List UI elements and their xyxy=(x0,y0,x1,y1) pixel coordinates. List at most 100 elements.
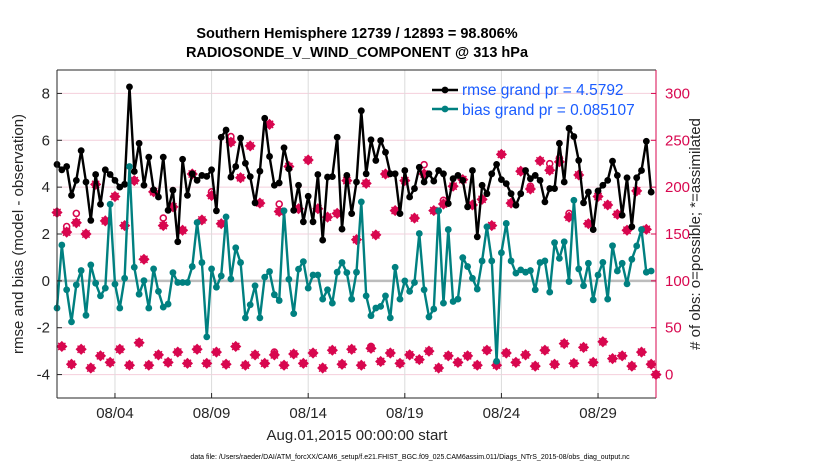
bias-point xyxy=(531,286,539,294)
rmse-point xyxy=(638,167,645,174)
bias-point xyxy=(126,163,133,170)
obs-assimilated-marker xyxy=(408,212,421,224)
bias-point xyxy=(469,274,476,282)
bias-point xyxy=(232,244,240,252)
bias-point xyxy=(299,258,307,266)
rmse-point xyxy=(425,170,433,178)
obs-assimilated-marker xyxy=(413,353,425,366)
rmse-point xyxy=(527,175,534,183)
bias-point xyxy=(116,304,124,312)
obs-assimilated-marker xyxy=(452,356,464,368)
bias-point xyxy=(473,285,481,293)
rmse-point xyxy=(628,223,636,231)
bias-point xyxy=(290,310,298,318)
obs-assimilated-marker xyxy=(568,357,580,369)
bias-point xyxy=(604,295,612,303)
obs-assimilated-marker xyxy=(481,344,493,356)
rmse-point xyxy=(295,181,302,189)
legend-bias-label: bias grand pr = 0.085107 xyxy=(462,102,635,119)
bias-point xyxy=(580,282,587,290)
rmse-point xyxy=(208,166,215,174)
obs-assimilated-marker xyxy=(152,349,165,361)
obs-assimilated-marker xyxy=(220,358,232,370)
obs-assimilated-marker xyxy=(539,344,551,356)
bias-point xyxy=(338,259,346,266)
bias-point xyxy=(599,258,607,266)
legend-rmse-marker xyxy=(441,86,449,94)
bias-point xyxy=(396,295,404,303)
y-tick-label-right: 100 xyxy=(665,273,690,290)
bias-point xyxy=(357,198,365,206)
obs-assimilated-marker xyxy=(616,350,628,362)
bias-point xyxy=(343,269,351,277)
obs-assimilated-marker xyxy=(263,118,276,130)
rmse-point xyxy=(531,172,539,179)
y-tick-label-right: 300 xyxy=(665,85,690,102)
x-tick-label: 08/04 xyxy=(96,405,134,422)
x-tick-label: 08/19 xyxy=(386,405,424,422)
bias-point xyxy=(527,267,534,274)
x-tick-label: 08/24 xyxy=(483,405,521,422)
bias-point xyxy=(203,333,211,341)
rmse-point xyxy=(478,181,486,189)
rmse-point xyxy=(275,179,283,187)
bias-point xyxy=(97,292,104,300)
rmse-point xyxy=(285,165,293,173)
y-tick-label-left: 6 xyxy=(42,132,50,149)
rmse-point xyxy=(179,155,186,163)
rmse-point xyxy=(126,83,133,91)
rmse-point xyxy=(512,201,520,209)
bias-point xyxy=(386,314,394,322)
rmse-point xyxy=(58,166,66,174)
bias-point xyxy=(589,296,597,304)
axes: 08/04 08/09 08/14 08/19 08/24 08/29 -4 -2 0 2 4 6 8 0… xyxy=(37,69,690,422)
rmse-point xyxy=(415,163,423,171)
bias-point xyxy=(121,274,129,282)
rmse-point xyxy=(314,171,322,178)
obs-assimilated-marker xyxy=(297,357,309,369)
bias-point xyxy=(430,305,438,313)
rmse-point xyxy=(435,167,443,174)
obs-assimilated-marker xyxy=(259,357,271,369)
bias-point xyxy=(164,300,172,308)
rmse-point xyxy=(488,170,496,178)
bias-point xyxy=(623,280,631,288)
bias-point xyxy=(541,257,549,265)
obs-assimilated-marker xyxy=(94,350,107,362)
rmse-point xyxy=(251,199,259,207)
obs-assimilated-marker xyxy=(370,229,382,241)
rmse-point xyxy=(584,188,592,196)
rmse-point xyxy=(522,167,529,174)
rmse-point xyxy=(386,170,394,178)
bias-point xyxy=(159,303,167,311)
rmse-point xyxy=(92,171,100,178)
obs-assimilated-marker xyxy=(336,358,348,370)
obs-assimilated-marker xyxy=(104,356,116,368)
rmse-point xyxy=(498,176,505,184)
obs-assimilated-marker xyxy=(191,343,203,355)
obs-assimilated-marker xyxy=(138,253,150,265)
rmse-point xyxy=(140,181,148,189)
obs-assimilated-marker xyxy=(375,355,387,368)
legend-bias-marker xyxy=(441,105,449,113)
obs-assimilated-marker xyxy=(143,359,155,371)
rmse-point xyxy=(357,107,365,115)
rmse-point xyxy=(377,137,385,144)
rmse-point xyxy=(101,166,109,174)
rmse-point xyxy=(618,211,626,219)
obs-assimilated-marker xyxy=(606,353,619,365)
rmse-point xyxy=(87,217,95,224)
rmse-point xyxy=(290,206,298,214)
bias-point xyxy=(560,238,568,246)
rmse-point xyxy=(348,210,356,218)
bias-point xyxy=(551,239,558,247)
bias-point xyxy=(309,271,317,279)
rmse-point xyxy=(570,133,578,140)
rmse-point xyxy=(222,126,230,134)
bias-point xyxy=(217,272,225,280)
obs-assimilated-marker xyxy=(278,359,290,371)
bias-point xyxy=(502,220,510,227)
obs-assimilated-marker xyxy=(529,360,541,372)
bias-point xyxy=(58,241,66,249)
rmse-point xyxy=(362,170,370,178)
